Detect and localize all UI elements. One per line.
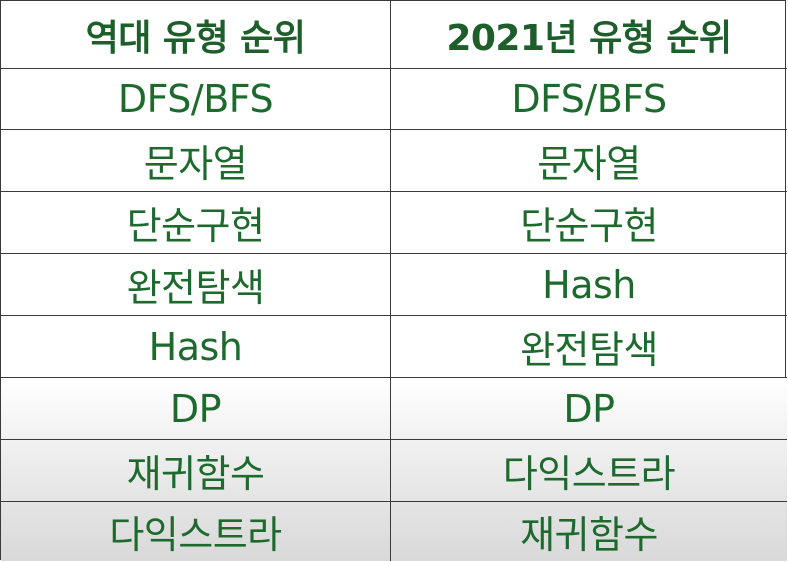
table-cell-r7-c1: 재귀함수: [1, 440, 391, 502]
table-cell-r8-c2: 재귀함수: [391, 502, 787, 561]
table-cell-r6-c1: DP: [1, 378, 391, 440]
table-cell-r7-c2: 다익스트라: [391, 440, 787, 502]
table-cell-r2-c2: 문자열: [391, 130, 787, 192]
table-cell-r4-c1: 완전탐색: [1, 254, 391, 316]
table-cell-r8-c1: 다익스트라: [1, 502, 391, 561]
table-cell-r5-c2: 완전탐색: [391, 316, 787, 378]
header-2021-ranking: 2021년 유형 순위: [391, 1, 787, 69]
table-cell-r5-c1: Hash: [1, 316, 391, 378]
header-all-time-ranking: 역대 유형 순위: [1, 1, 391, 69]
table-cell-r3-c1: 단순구현: [1, 192, 391, 254]
table-cell-r6-c2: DP: [391, 378, 787, 440]
table-cell-r1-c2: DFS/BFS: [391, 69, 787, 130]
table-cell-r1-c1: DFS/BFS: [1, 69, 391, 130]
table-cell-r3-c2: 단순구현: [391, 192, 787, 254]
table-cell-r4-c2: Hash: [391, 254, 787, 316]
table-cell-r2-c1: 문자열: [1, 130, 391, 192]
